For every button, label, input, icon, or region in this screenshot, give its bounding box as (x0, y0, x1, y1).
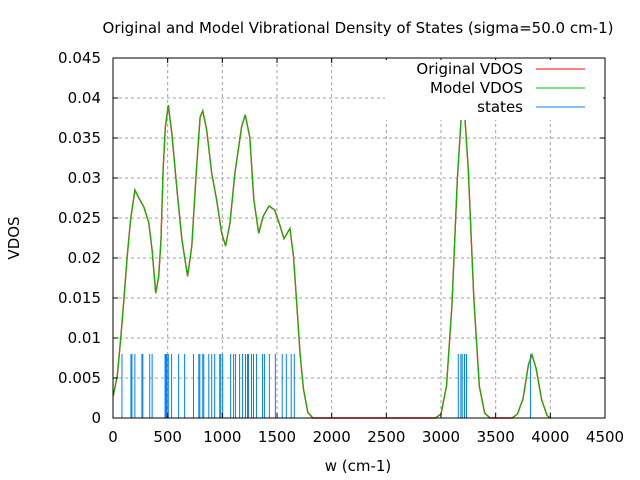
ticks: 0 500 1000 1500 2000 2500 3000 3500 4000 4500 0 0.0… (58, 49, 624, 446)
x-tick-label: 0 (108, 428, 118, 446)
y-tick-label: 0.045 (58, 49, 101, 67)
y-tick-label: 0 (91, 409, 101, 427)
plot-area (112, 88, 551, 419)
y-tick-label: 0.035 (58, 129, 101, 147)
legend-label: Original VDOS (416, 60, 523, 78)
y-tick-label: 0.025 (58, 209, 101, 227)
x-tick-label: 3500 (477, 428, 515, 446)
y-tick-label: 0.04 (68, 89, 101, 107)
x-tick-label: 3000 (422, 428, 460, 446)
plot-border (112, 57, 606, 419)
x-tick-label: 1000 (203, 428, 241, 446)
y-tick-label: 0.02 (68, 249, 101, 267)
y-tick-label: 0.01 (68, 329, 101, 347)
legend-background (385, 60, 603, 120)
x-tick-label: 2500 (367, 428, 405, 446)
y-tick-label: 0.005 (58, 369, 101, 387)
x-axis-label: w (cm-1) (325, 457, 392, 475)
legend-label: states (477, 98, 523, 116)
x-tick-label: 2000 (313, 428, 351, 446)
x-tick-label: 1500 (258, 428, 296, 446)
model-vdos-line (112, 88, 551, 419)
y-tick-label: 0.03 (68, 169, 101, 187)
legend-label: Model VDOS (430, 79, 523, 97)
x-tick-label: 4500 (586, 428, 624, 446)
chart-title: Original and Model Vibrational Density o… (103, 19, 614, 37)
y-tick-label: 0.015 (58, 289, 101, 307)
y-axis-label: VDOS (5, 216, 23, 259)
x-tick-label: 500 (153, 428, 182, 446)
x-tick-label: 4000 (531, 428, 569, 446)
